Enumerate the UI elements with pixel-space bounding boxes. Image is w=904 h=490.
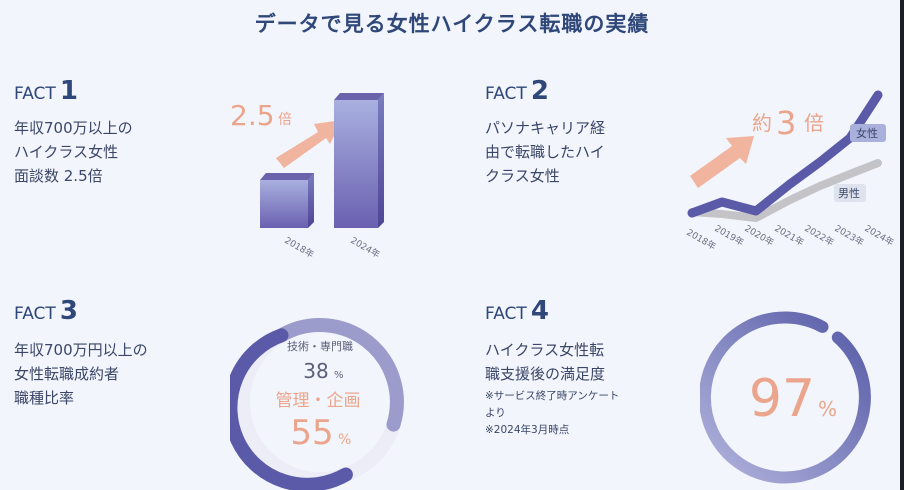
fact-1-heading: FACT 1: [14, 76, 78, 106]
fact-line: 由で転職したハイ: [485, 143, 605, 161]
fact-line: 年収700万円以上の: [14, 341, 148, 359]
fact-4-notes: ※サービス終了時アンケート より ※2024年3月時点: [485, 388, 619, 439]
svg-text:女性: 女性: [856, 126, 878, 140]
fact-line: クラス女性: [485, 167, 560, 185]
fact-number: 1: [59, 76, 78, 106]
satisfaction-unit: %: [818, 397, 837, 421]
legend-female: 女性: [850, 124, 886, 142]
svg-text:男性: 男性: [838, 186, 860, 200]
line-annotation-unit: 倍: [804, 111, 824, 135]
donut-segment-tech: [274, 318, 404, 432]
bar-chart: 2.5 倍 2018年 2024年: [230, 93, 384, 261]
fact-2-description: パソナキャリア経 由で転職したハイ クラス女性: [485, 116, 605, 188]
fact-4-heading: FACT 4: [485, 296, 549, 326]
fact-line: 女性転職成約者: [14, 365, 120, 383]
fact-line: 年収700万以上の: [14, 119, 133, 137]
fact-line: パソナキャリア経: [485, 119, 606, 137]
management-label: 管理・企画: [276, 391, 361, 411]
fact-line: 職種比率: [14, 389, 75, 407]
growth-arrow-icon: [690, 136, 754, 188]
line-xlabel: 2019年: [713, 222, 747, 248]
line-xlabel: 2020年: [743, 222, 777, 248]
fact-line: 職支援後の満足度: [485, 365, 606, 383]
fact-number: 3: [59, 296, 78, 326]
bar-2018: [260, 173, 314, 228]
fact-label: FACT: [14, 304, 56, 324]
tech-unit: %: [334, 370, 344, 381]
fact-line: ハイクラス女性: [14, 143, 119, 161]
series-male-line: [688, 159, 882, 222]
donut-segment-satisfied: [700, 311, 871, 484]
line-xlabel: 2021年: [773, 222, 807, 248]
fact-4-description: ハイクラス女性転 職支援後の満足度: [485, 338, 605, 386]
fact-2-heading: FACT 2: [485, 76, 549, 106]
bar-2024: [334, 93, 384, 228]
line-annotation-value: 3: [776, 104, 796, 142]
fact-3-description: 年収700万円以上の 女性転職成約者 職種比率: [14, 338, 148, 410]
footnote: ※2024年3月時点: [485, 424, 570, 436]
line-chart: 約 3 倍 女性 男性 2018年 2019年 2020年 2021年 2022…: [685, 90, 897, 253]
line-xlabel: 2024年: [863, 222, 897, 248]
tech-label: 技術・専門職: [287, 340, 353, 353]
tech-value: 38: [303, 359, 328, 383]
bar-annotation-value: 2.5: [230, 99, 275, 132]
page-title: データで見る女性ハイクラス転職の実績: [254, 12, 650, 36]
donut-segment-management: [230, 328, 353, 490]
legend-male: 男性: [834, 184, 866, 202]
satisfaction-value: 97: [749, 369, 815, 429]
line-xlabel: 2022年: [803, 222, 837, 248]
fact-line: ハイクラス女性転: [485, 341, 605, 359]
fact-number: 2: [530, 76, 549, 106]
bar-annotation-unit: 倍: [278, 112, 292, 128]
fact-line: 面談数 2.5倍: [14, 167, 103, 185]
fact-number: 4: [530, 296, 549, 326]
fact-label: FACT: [485, 304, 527, 324]
fact-1-description: 年収700万以上の ハイクラス女性 面談数 2.5倍: [14, 116, 133, 188]
job-type-donut-chart: 技術・専門職 38 % 管理・企画 55 %: [230, 318, 404, 490]
footnote: ※サービス終了時アンケート: [485, 390, 620, 402]
fact-3-heading: FACT 3: [14, 296, 78, 326]
fact-label: FACT: [485, 84, 527, 104]
growth-arrow-icon: [276, 120, 342, 168]
fact-label: FACT: [14, 84, 56, 104]
window-edge: [900, 0, 904, 490]
bar-xlabel-2018: 2018年: [283, 234, 317, 260]
management-value: 55: [290, 413, 333, 453]
bar-xlabel-2024: 2024年: [349, 234, 383, 260]
satisfaction-donut-chart: 97 %: [700, 311, 871, 484]
line-annotation-prefix: 約: [752, 111, 772, 135]
footnote: より: [485, 407, 506, 419]
line-xlabel: 2023年: [833, 222, 867, 248]
management-unit: %: [338, 432, 351, 448]
